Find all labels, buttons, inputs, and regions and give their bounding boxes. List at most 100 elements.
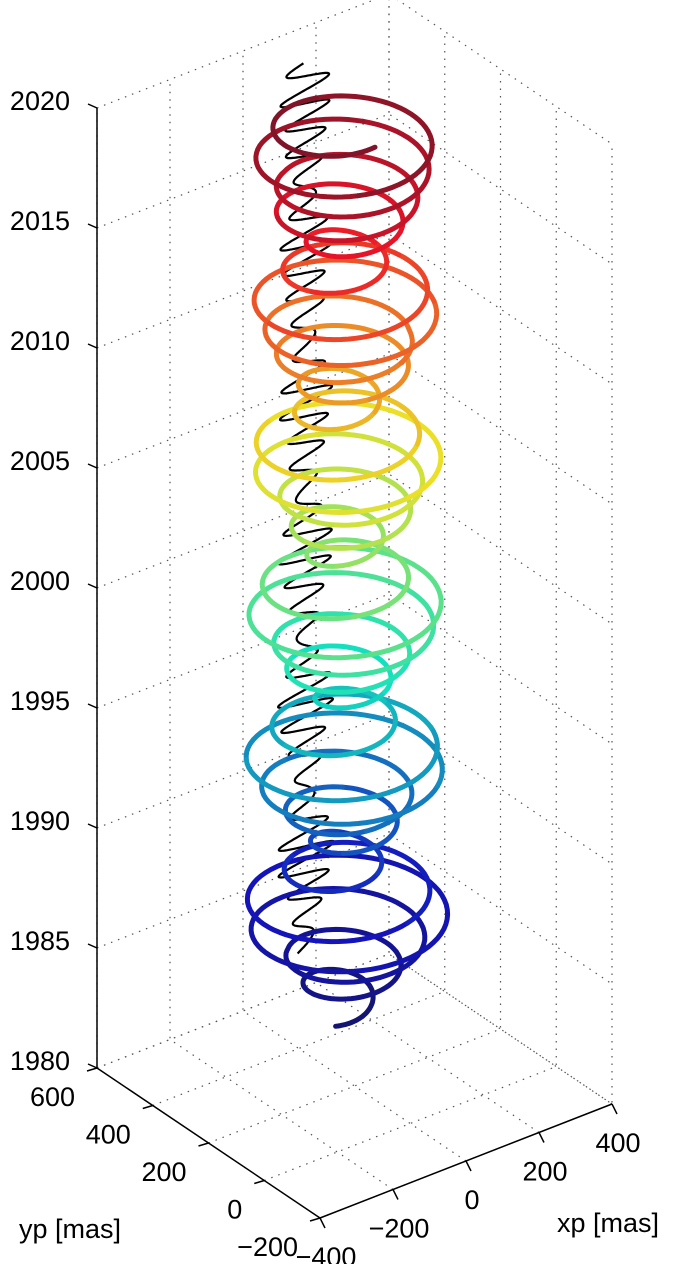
x-tick-label: 400 xyxy=(595,1128,640,1158)
trajectory-segment xyxy=(274,587,437,678)
x-tick-label: −400 xyxy=(296,1242,357,1264)
x-tick-label: −200 xyxy=(369,1214,430,1244)
trajectory-segment xyxy=(269,691,434,749)
y-tick xyxy=(254,1179,265,1185)
z-tick xyxy=(87,463,98,469)
trajectory-segment xyxy=(244,857,410,945)
projection-layer xyxy=(276,62,336,955)
z-tick-label: 2015 xyxy=(10,206,70,236)
trajectory-segment xyxy=(300,889,428,985)
z-tick xyxy=(87,823,98,829)
trajectory-segment xyxy=(281,853,381,894)
trajectory-segment xyxy=(263,293,415,366)
trajectory-segment xyxy=(243,710,445,789)
grid-line-x xyxy=(242,51,467,1162)
trajectory-segment xyxy=(312,689,388,711)
trajectory-segment xyxy=(262,298,440,368)
trajectory-segment xyxy=(292,388,423,447)
z-tick-label: 2010 xyxy=(10,326,70,356)
labels-layer: 198019851990199520002005201020152020−200… xyxy=(10,86,659,1269)
y-tick xyxy=(198,1142,209,1147)
y-tick-label: −200 xyxy=(237,1232,298,1262)
trajectory-layer xyxy=(243,93,451,1029)
trajectory-segment xyxy=(265,400,444,501)
trajectory-segment xyxy=(303,473,414,551)
grid-line-y xyxy=(208,69,502,1144)
axes-layer xyxy=(86,103,618,1229)
z-tick xyxy=(87,703,98,709)
trajectory-segment xyxy=(336,537,411,620)
trajectory-segment xyxy=(291,407,378,433)
y-axis-label: yp [mas] xyxy=(19,1214,121,1244)
trajectory-segment xyxy=(273,151,411,214)
trajectory-segment xyxy=(253,419,420,483)
x-tick-label: 200 xyxy=(522,1157,567,1187)
y-tick xyxy=(309,1217,321,1222)
grid-line-x xyxy=(169,79,394,1190)
grid-line-x xyxy=(315,22,540,1133)
x-axis-label: xp [mas] xyxy=(557,1208,659,1238)
trajectory-segment xyxy=(271,611,413,659)
trajectory-segment xyxy=(270,95,378,159)
grid-line-y xyxy=(96,0,390,1069)
z-tick-label: 1980 xyxy=(10,1046,70,1076)
z-tick xyxy=(87,1063,98,1069)
z-tick-label: 2000 xyxy=(10,566,70,596)
trajectory-segment xyxy=(253,116,366,200)
z-tick-label: 2005 xyxy=(10,446,70,476)
trajectory-segment xyxy=(283,698,398,759)
trajectory-segment xyxy=(273,326,404,386)
z-tick-label: 2020 xyxy=(10,86,70,116)
y-tick-label: 600 xyxy=(30,1082,75,1112)
x-tick xyxy=(465,1160,472,1172)
trajectory-segment xyxy=(300,118,432,220)
trajectory-segment xyxy=(295,366,373,406)
z-tick-label: 1990 xyxy=(10,806,70,836)
grid-line-y xyxy=(152,31,446,1107)
trajectory-segment xyxy=(295,852,451,973)
trajectory-segment xyxy=(267,252,431,343)
trajectory-segment xyxy=(243,725,440,804)
y-tick xyxy=(86,1067,98,1072)
trajectory-segment xyxy=(324,365,383,415)
trajectory-segment xyxy=(303,221,406,260)
x-tick xyxy=(611,1103,618,1115)
trajectory-segment xyxy=(314,431,426,528)
z-tick xyxy=(87,343,98,349)
y-tick-label: 400 xyxy=(86,1120,131,1150)
grid-line-y xyxy=(319,144,613,1219)
z-tick-label: 1985 xyxy=(10,926,70,956)
z-tick xyxy=(87,943,98,949)
projection-line xyxy=(276,62,336,955)
grid-layer xyxy=(96,0,613,1219)
trajectory-segment xyxy=(274,174,421,244)
grid-line-z xyxy=(96,353,613,505)
trajectory-segment xyxy=(339,784,400,856)
trajectory-segment xyxy=(277,466,381,528)
trajectory-segment xyxy=(309,239,390,296)
trajectory-segment xyxy=(253,432,411,515)
z-tick xyxy=(87,103,98,109)
trajectory-segment xyxy=(305,545,444,661)
z-tick xyxy=(87,583,98,589)
z-tick-label: 1995 xyxy=(10,686,70,716)
trajectory-segment xyxy=(302,323,411,402)
y-tick-label: 0 xyxy=(227,1195,242,1225)
trajectory-segment xyxy=(251,257,437,327)
trajectory-segment xyxy=(312,685,387,704)
z-tick xyxy=(87,223,98,229)
y-tick-label: 200 xyxy=(141,1157,186,1187)
y-tick xyxy=(142,1104,153,1110)
x-tick xyxy=(319,1217,326,1229)
trajectory-segment xyxy=(284,654,412,695)
trajectory-segment xyxy=(333,983,376,1029)
grid-line-y xyxy=(264,106,557,1182)
trajectory-segment xyxy=(334,517,386,569)
trajectory-segment xyxy=(280,240,402,295)
x-tick xyxy=(392,1189,399,1200)
x-tick-label: 0 xyxy=(464,1185,479,1215)
trajectory-segment xyxy=(289,839,433,926)
x-tick xyxy=(538,1132,545,1143)
